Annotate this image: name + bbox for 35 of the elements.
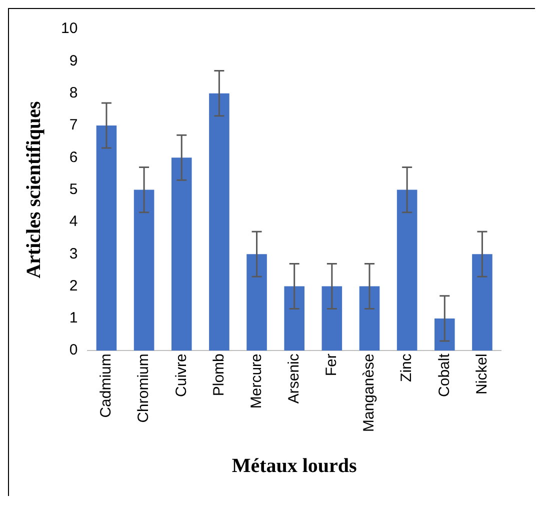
x-tick-label: Zinc: [398, 353, 416, 382]
bar: [396, 190, 418, 351]
bar: [284, 286, 304, 351]
x-tick-label: Arsenic: [285, 353, 302, 404]
bar: [246, 254, 267, 351]
bar: [171, 158, 192, 351]
x-tick-label: Fer: [323, 354, 340, 376]
y-tick-label: 6: [69, 148, 78, 166]
bar: [472, 254, 492, 351]
y-axis-title: Articles scientifiques: [23, 100, 46, 278]
bar: [359, 286, 380, 351]
bar: [96, 125, 117, 351]
x-tick-label: Plomb: [210, 354, 228, 396]
x-tick-label: Manganèse: [360, 354, 378, 432]
y-tick-label: 8: [69, 84, 78, 102]
y-tick-label: 9: [69, 52, 78, 70]
x-axis-title: Métaux lourds: [232, 455, 358, 478]
bar: [209, 93, 230, 351]
y-tick-label: 5: [69, 180, 78, 198]
y-tick-label: 2: [69, 277, 78, 294]
y-tick-label: 7: [69, 116, 78, 134]
bar: [322, 286, 342, 351]
x-tick-label: Cuivre: [172, 354, 190, 397]
x-tick-label: Nickel: [473, 354, 490, 394]
y-tick-label: 1: [69, 310, 78, 327]
y-tick-label: 4: [69, 213, 78, 230]
x-tick-label: Mercure: [248, 354, 265, 409]
bar: [134, 190, 154, 351]
x-tick-label: Cadmium: [98, 354, 115, 418]
y-tick-label: 10: [60, 20, 78, 38]
x-tick-label: Chromium: [135, 354, 152, 423]
bar: [434, 318, 455, 351]
y-tick-label: 3: [69, 245, 78, 262]
y-tick-label: 0: [69, 342, 78, 359]
x-tick-label: Cobalt: [436, 352, 453, 397]
